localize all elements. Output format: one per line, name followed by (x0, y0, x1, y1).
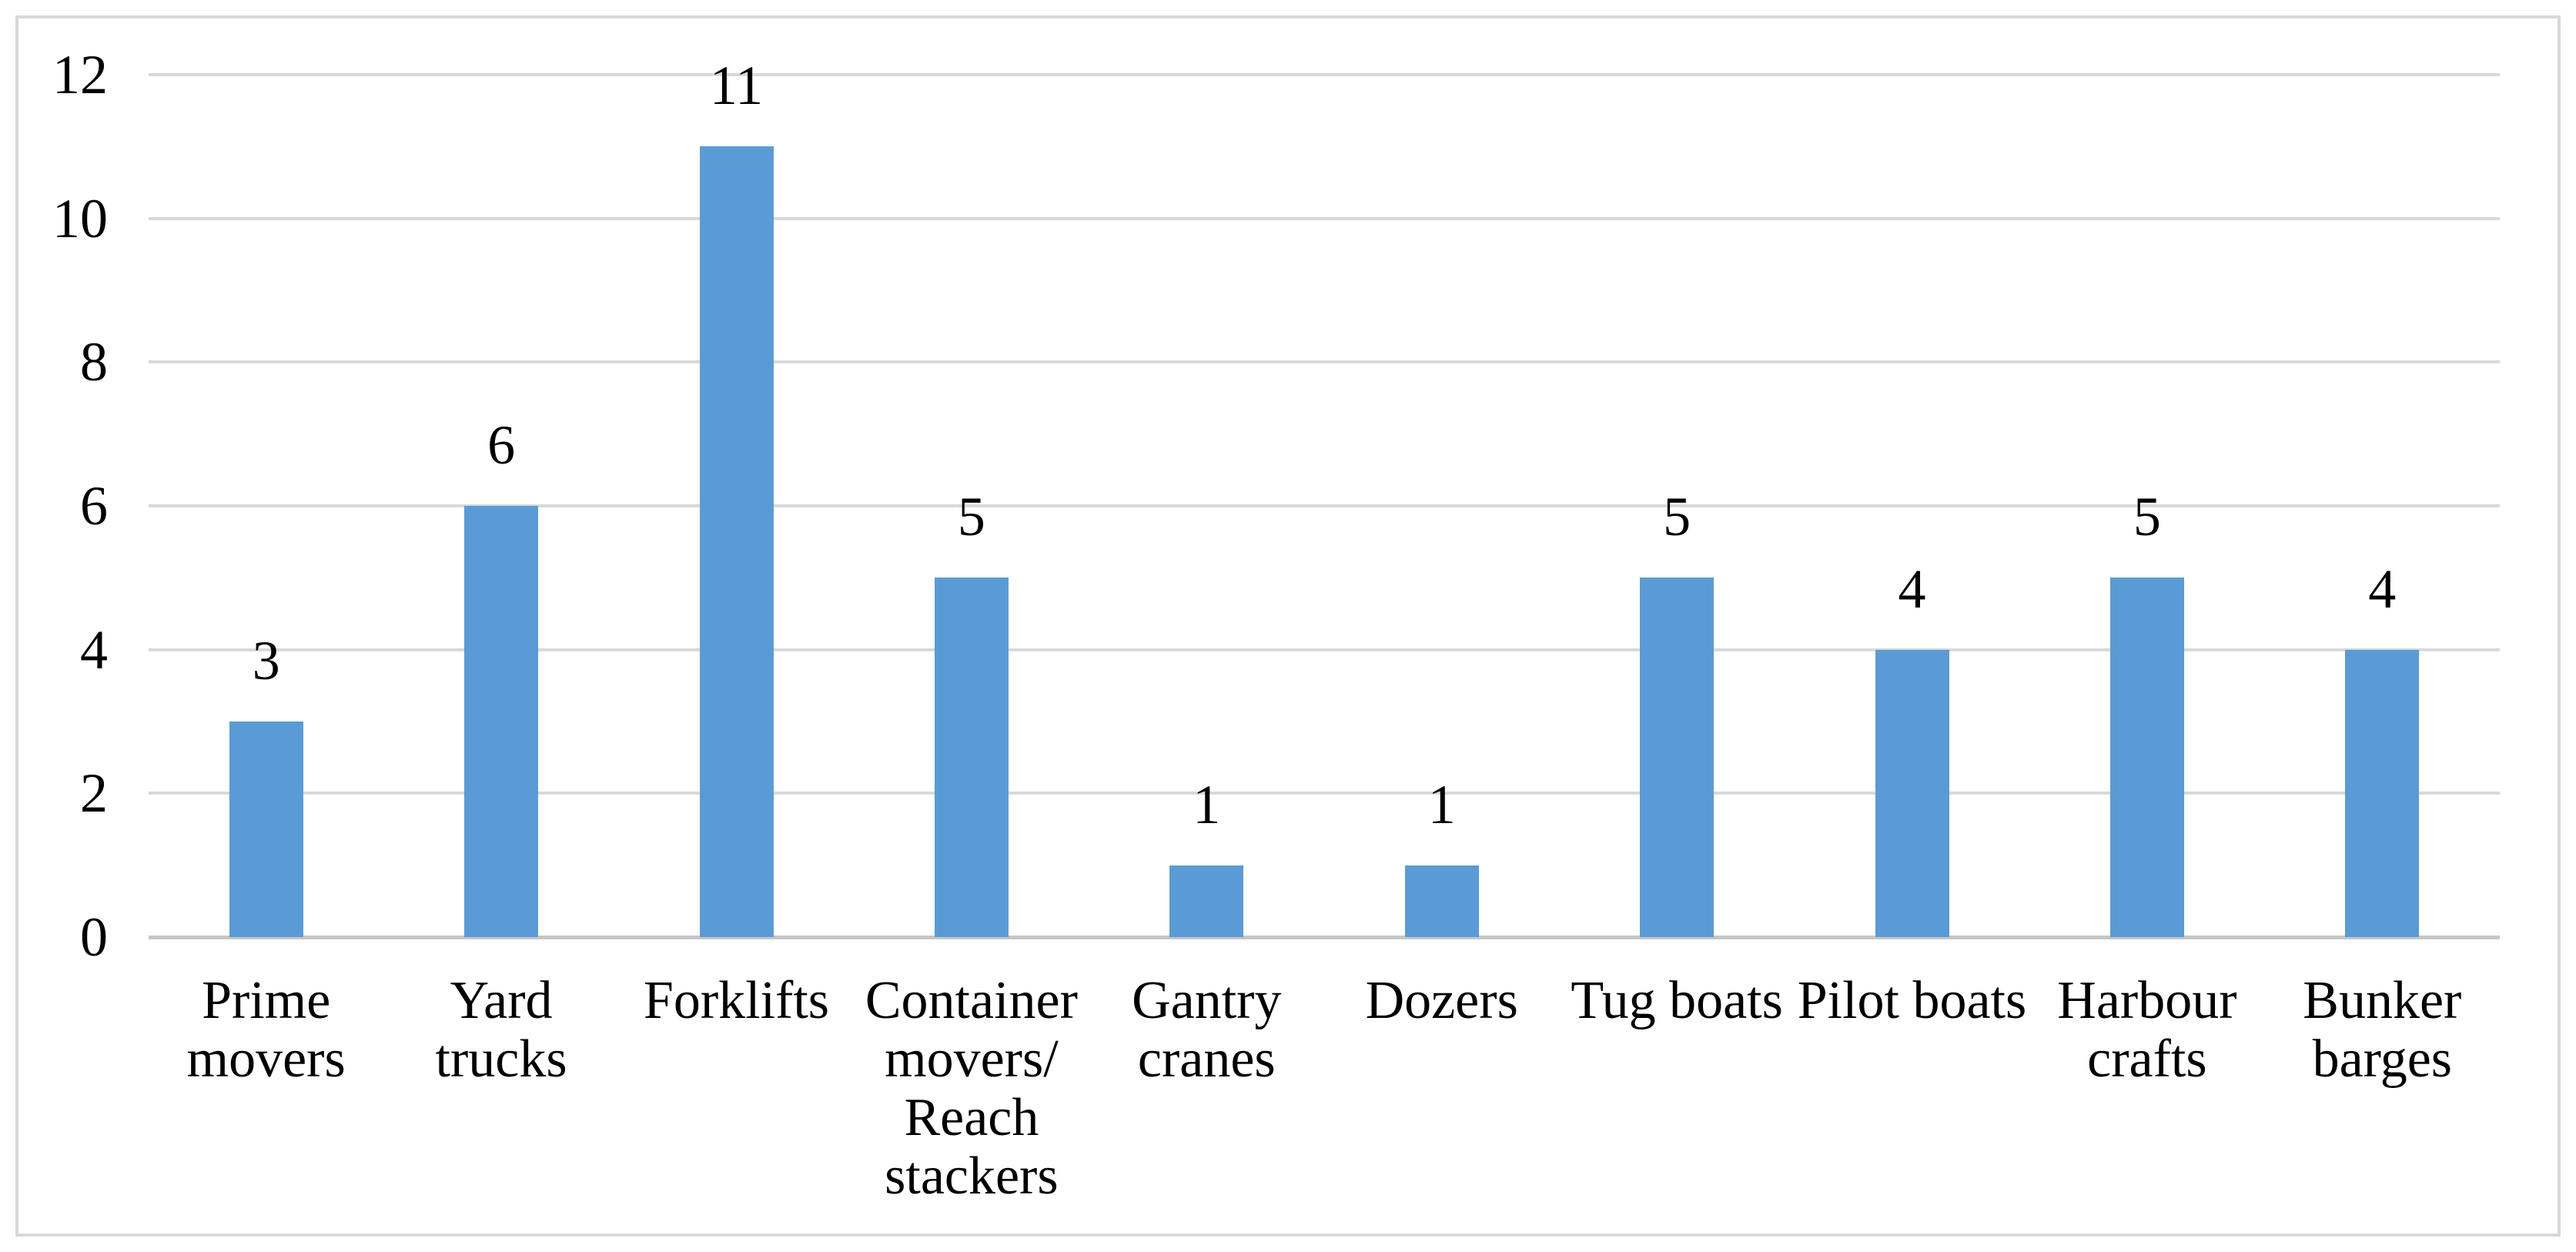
data-label-dozers: 1 (1427, 773, 1456, 835)
y-tick-label-0: 0 (80, 906, 108, 968)
x-axis-line (149, 936, 2500, 939)
bar-gantry-cranes (1169, 865, 1244, 937)
data-label-yard-trucks: 6 (487, 414, 516, 476)
data-label-tug-boats: 5 (1663, 486, 1691, 548)
y-tick-label-2: 2 (80, 762, 108, 825)
bar-tug-boats (1640, 577, 1715, 937)
bar-prime-movers (229, 721, 303, 937)
gridline-12 (149, 73, 2500, 76)
category-label-prime-movers: Prime movers (186, 971, 346, 1089)
bar-bunker-barges (2345, 649, 2420, 937)
bar-yard-trucks (464, 506, 539, 937)
category-label-dozers: Dozers (1365, 971, 1518, 1030)
category-label-yard-trucks: Yard trucks (435, 971, 567, 1089)
bar-dozers (1404, 865, 1479, 937)
data-label-pilot-boats: 4 (1898, 557, 1926, 620)
gridline-10 (149, 216, 2500, 220)
gridline-2 (149, 792, 2500, 795)
y-tick-label-12: 12 (52, 44, 108, 105)
data-label-bunker-barges: 4 (2368, 557, 2397, 620)
bar-harbour-crafts (2109, 577, 2184, 937)
gridline-6 (149, 504, 2500, 507)
category-label-tug-boats: Tug boats (1571, 971, 1783, 1030)
bar-forklifts (699, 146, 774, 937)
data-label-prime-movers: 3 (252, 630, 280, 691)
y-tick-label-6: 6 (80, 475, 108, 537)
y-tick-label-4: 4 (80, 618, 108, 681)
chart-frame (15, 15, 2561, 1237)
gridline-4 (149, 648, 2500, 651)
data-label-gantry-cranes: 1 (1193, 773, 1221, 835)
gridline-8 (149, 360, 2500, 364)
category-label-container-movers-reach-stackers: Container movers/ Reach stackers (865, 971, 1078, 1206)
data-label-harbour-crafts: 5 (2133, 486, 2161, 548)
data-label-container-movers-reach-stackers: 5 (957, 486, 985, 548)
category-label-harbour-crafts: Harbour crafts (2057, 971, 2237, 1089)
data-label-forklifts: 11 (709, 55, 764, 117)
y-tick-label-10: 10 (52, 187, 108, 249)
y-tick-label-8: 8 (80, 331, 108, 393)
category-label-gantry-cranes: Gantry cranes (1132, 971, 1282, 1089)
category-label-pilot-boats: Pilot boats (1797, 971, 2027, 1030)
bar-container-movers-reach-stackers (934, 577, 1009, 937)
category-label-bunker-barges: Bunker barges (2303, 971, 2462, 1089)
bar-pilot-boats (1875, 649, 1949, 937)
category-label-forklifts: Forklifts (643, 971, 830, 1030)
